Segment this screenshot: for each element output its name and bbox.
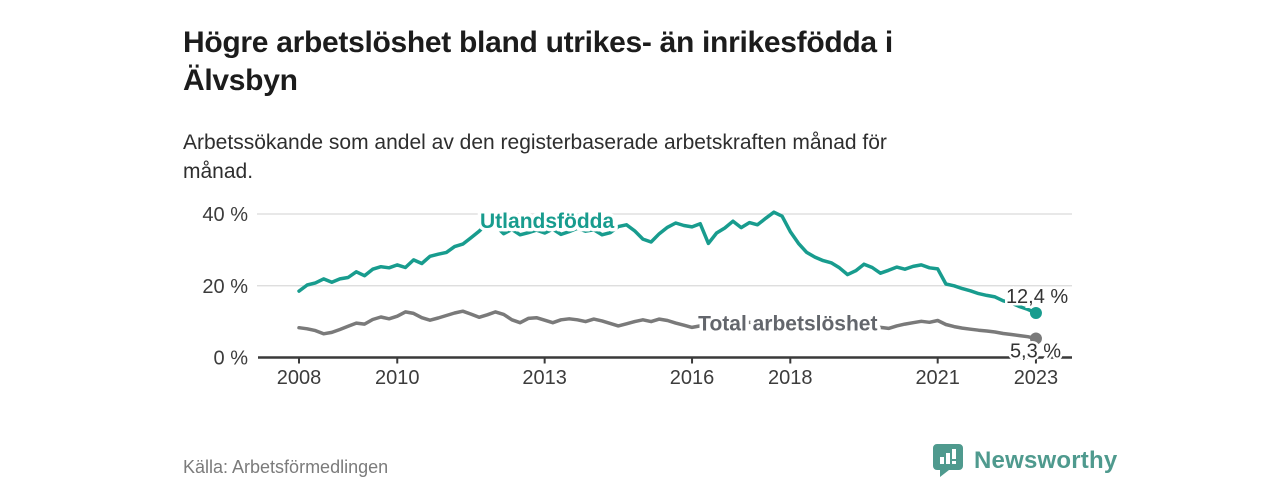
series-line-total [297,309,1038,341]
series-end-dot-total [1029,332,1042,345]
x-tick-label: 2023 [1014,367,1059,389]
x-tick-label: 2021 [915,367,960,389]
x-tick-label: 2016 [670,367,715,389]
newsworthy-logo: Newsworthy [933,444,1117,478]
series-end-dot-utlandsfodda [1029,307,1042,320]
series-line-utlandsfodda [297,210,1038,315]
bar-chart-speech-bubble-icon [933,444,963,477]
page-title: Högre arbetslöshet bland utrikes- än inr… [183,26,893,98]
x-tick-label: 2013 [522,367,567,389]
y-tick-label: 40 % [202,204,248,226]
source-note: Källa: Arbetsförmedlingen [183,457,389,477]
x-tick-label: 2008 [277,367,322,389]
series-inline-label: Total arbetslöshet [698,312,877,335]
x-tick-label: 2010 [375,367,420,389]
end-value-label-utlandsfodda: 12,4 % [1006,286,1068,308]
end-value-label-total: 5,3 % [1010,340,1061,362]
y-tick-label: 20 % [202,276,248,298]
x-tick-label: 2018 [768,367,813,389]
series-inline-label: Utlandsfödda [480,210,614,233]
page-subtitle: Arbetssökande som andel av den registerb… [183,131,887,183]
brand-name: Newsworthy [974,447,1118,474]
y-tick-label: 0 % [214,348,249,370]
